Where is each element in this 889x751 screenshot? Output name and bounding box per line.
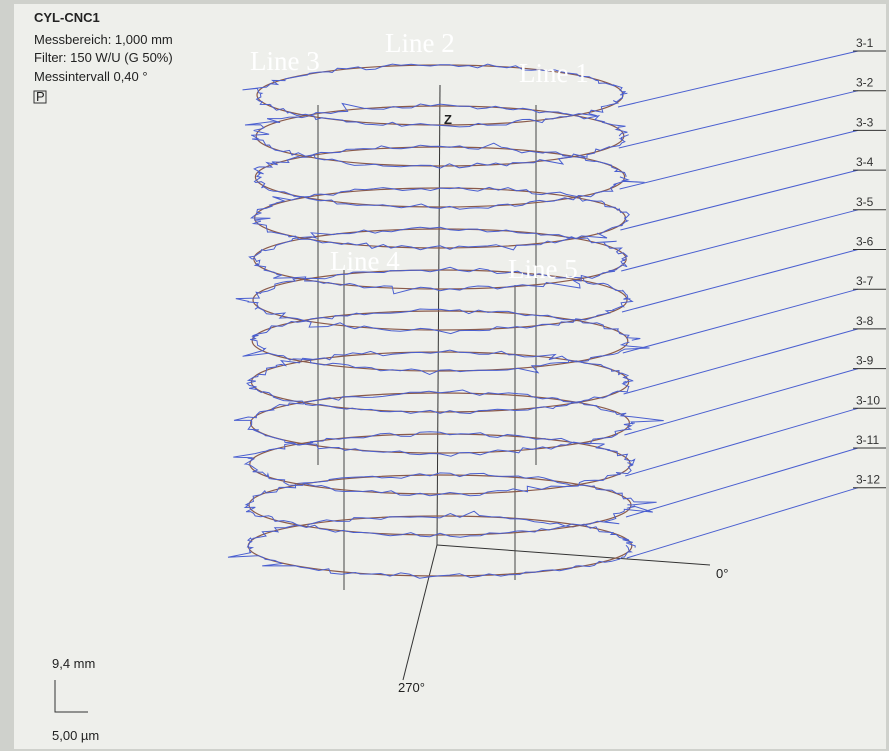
axis-label: 0°: [716, 566, 728, 581]
profile-label: 3-11: [856, 433, 879, 447]
line-label: Line 1: [519, 58, 589, 88]
profile-label: 3-3: [856, 115, 874, 129]
profile-label: 3-2: [856, 76, 874, 90]
line-label: Line 4: [330, 246, 400, 276]
axis-label: 270°: [398, 680, 425, 695]
header-line: Messintervall 0,40 °: [34, 69, 148, 84]
profile-label: 3-12: [856, 473, 880, 487]
page: CYL-CNC1 Messbereich: 1,000 mm Filter: 1…: [0, 0, 889, 751]
profile-label: 3-5: [856, 195, 874, 209]
scale-label: 9,4 mm: [52, 656, 95, 671]
scale-label: 5,00 µm: [52, 728, 99, 743]
profile-label: 3-6: [856, 235, 874, 249]
line-label: Line 2: [385, 28, 455, 58]
icon: P: [36, 89, 45, 104]
line-label: Line 5: [508, 254, 578, 284]
profile-label: 3-10: [856, 393, 880, 407]
screen: CYL-CNC1 Messbereich: 1,000 mm Filter: 1…: [0, 0, 889, 751]
header-line: Messbereich: 1,000 mm: [34, 32, 173, 47]
profile-label: 3-8: [856, 314, 874, 328]
profile-label: 3-7: [856, 274, 874, 288]
header-line: Filter: 150 W/U (G 50%): [34, 50, 173, 65]
profile-label: 3-4: [856, 155, 874, 169]
line-label: Line 3: [250, 46, 320, 76]
profile-label: 3-1: [856, 36, 874, 50]
axis-label: Z: [444, 112, 452, 127]
header-title: CYL-CNC1: [34, 10, 100, 25]
profile-label: 3-9: [856, 354, 874, 368]
